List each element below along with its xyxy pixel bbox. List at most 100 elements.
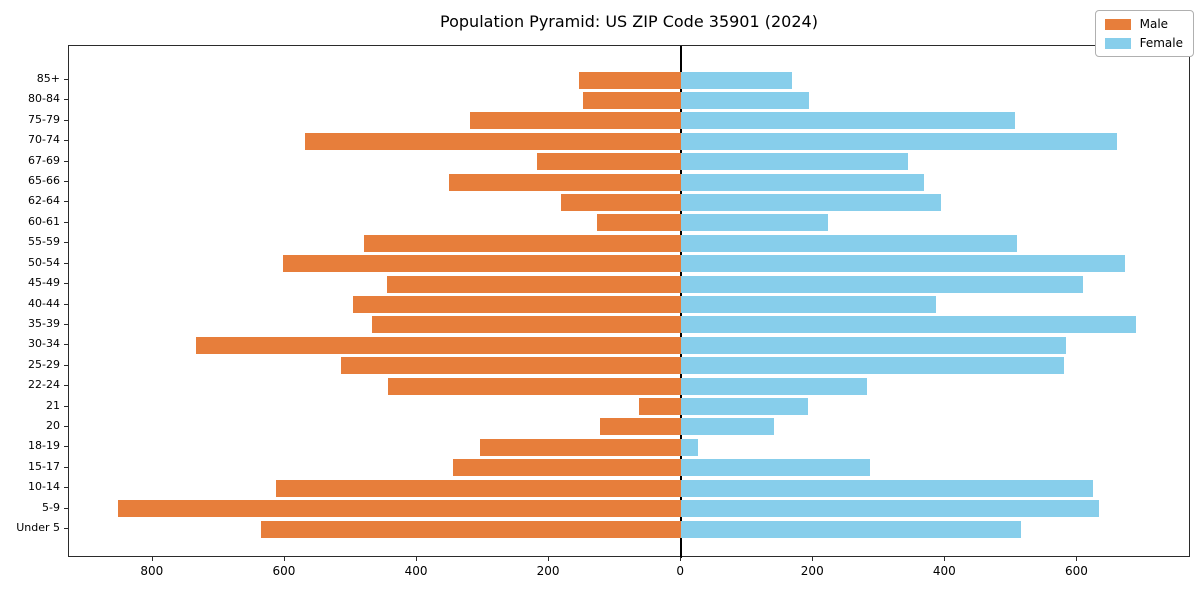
female-bar-55-59 [681,234,1018,252]
legend: Male Female [1094,10,1194,57]
ytick-label-85+: 85+ [36,72,60,85]
ytick-label-5-9: 5-9 [42,500,60,514]
female-bar-62-64 [681,193,942,211]
male-bar-85+ [578,71,682,89]
female-bar-25-29 [681,357,1065,375]
ytick-mark [64,221,68,223]
male-bar-50-54 [282,255,682,273]
ytick-mark [64,79,68,80]
female-bar-Under 5 [681,520,1021,538]
ytick-mark [64,99,68,101]
female-bar-67-69 [681,153,909,171]
male-bar-Under 5 [261,520,682,538]
male-bar-18-19 [479,438,682,456]
female-bar-65-66 [681,173,925,191]
male-bar-30-34 [195,336,682,354]
xtick-label-0: 0 [676,564,684,578]
xtick-label-200: 200 [536,564,560,578]
ytick-label-45-49: 45-49 [28,276,60,290]
male-bar-21 [638,398,682,416]
female-bar-18-19 [681,438,699,456]
ytick-mark [64,283,68,285]
male-bar-20 [599,418,682,436]
ytick-label-40-44: 40-44 [28,296,60,310]
ytick-mark [64,507,68,509]
male-bar-15-17 [453,459,682,477]
male-bar-40-44 [352,296,682,313]
xtick-mark [151,557,153,561]
male-bar-80-84 [583,91,682,109]
xtick-mark [283,557,285,561]
ytick-mark [64,405,68,407]
ytick-label-55-59: 55-59 [28,235,60,249]
ytick-label-20: 20 [46,418,60,432]
female-bar-30-34 [681,336,1066,354]
ytick-mark [64,446,68,448]
ytick-label-22-24: 22-24 [28,378,60,392]
ytick-mark [64,385,68,387]
ytick-label-35-39: 35-39 [28,316,60,330]
xtick-mark [416,557,418,561]
male-bar-70-74 [304,132,682,150]
ytick-mark [64,528,68,529]
ytick-label-15-17: 15-17 [28,459,60,473]
xtick-mark [944,557,946,561]
ytick-label-65-66: 65-66 [28,174,60,188]
ytick-mark [64,487,68,489]
female-bar-35-39 [681,316,1136,334]
male-bar-35-39 [372,316,682,334]
female-bar-85+ [681,71,793,89]
legend-entry-male: Male [1104,17,1183,31]
ytick-mark [64,303,68,305]
ytick-mark [64,201,68,203]
ytick-label-10-14: 10-14 [28,480,60,494]
ytick-mark [64,181,68,183]
ytick-label-62-64: 62-64 [28,194,60,208]
xtick-label-400: 400 [932,564,956,578]
male-swatch-icon [1104,18,1131,30]
xtick-label-600: 600 [272,564,296,578]
ytick-label-30-34: 30-34 [28,337,60,351]
xtick-label-600: 600 [1064,564,1088,578]
ytick-label-21: 21 [46,398,60,412]
female-bar-40-44 [681,296,937,313]
xtick-label-400: 400 [404,564,428,578]
xtick-label-800: 800 [140,564,164,578]
male-bar-22-24 [387,377,682,395]
legend-label-male: Male [1139,17,1169,31]
xtick-mark [812,557,814,561]
ytick-label-18-19: 18-19 [28,439,60,453]
male-bar-25-29 [341,357,682,375]
female-bar-21 [681,398,808,416]
ytick-mark [64,323,68,325]
female-bar-80-84 [681,91,809,109]
ytick-label-50-54: 50-54 [28,255,60,269]
female-bar-75-79 [681,112,1015,130]
xtick-mark [548,557,550,561]
male-bar-10-14 [275,479,682,497]
male-bar-67-69 [537,153,682,171]
ytick-mark [64,262,68,264]
xtick-mark [1076,557,1078,561]
ytick-label-70-74: 70-74 [28,133,60,147]
xtick-mark [680,557,682,561]
female-swatch-icon [1104,37,1131,49]
female-bar-5-9 [681,500,1100,518]
ytick-label-Under 5: Under 5 [16,521,60,534]
ytick-mark [64,344,68,346]
male-bar-65-66 [448,173,682,191]
male-bar-5-9 [117,500,682,518]
ytick-label-60-61: 60-61 [28,214,60,228]
male-bar-75-79 [469,112,682,130]
female-bar-50-54 [681,255,1125,273]
male-bar-45-49 [387,275,682,293]
female-bar-22-24 [681,377,868,395]
ytick-label-75-79: 75-79 [28,112,60,126]
ytick-mark [64,160,68,162]
legend-label-female: Female [1139,36,1183,50]
legend-entry-female: Female [1104,36,1183,50]
ytick-mark [64,364,68,366]
female-bar-20 [681,418,775,436]
female-bar-60-61 [681,214,829,232]
